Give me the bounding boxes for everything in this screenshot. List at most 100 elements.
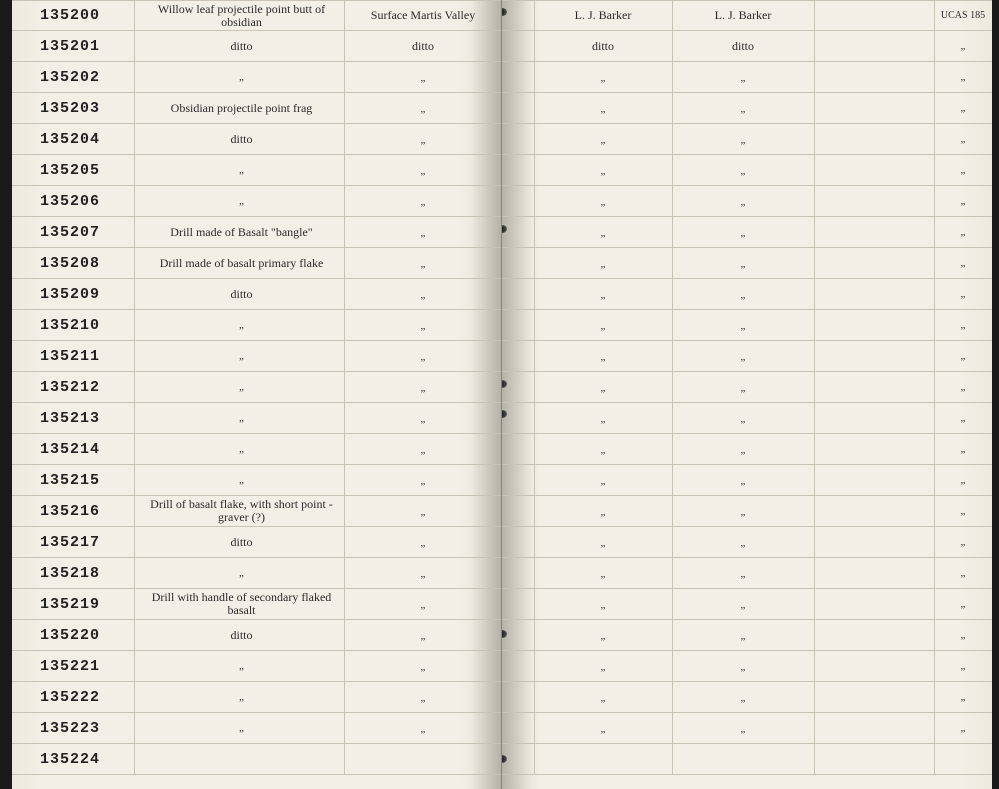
- donor-name: „: [676, 535, 810, 550]
- ditto-mark: „: [741, 289, 746, 301]
- ditto-mark: „: [741, 444, 746, 456]
- item-location: „: [348, 690, 498, 705]
- column-separator: [672, 62, 673, 92]
- column-separator: [814, 93, 815, 123]
- ditto-mark: „: [961, 133, 966, 145]
- catalog-number: 135217: [40, 534, 130, 551]
- reference-code: „: [938, 444, 988, 455]
- ledger-row: 135205„„: [12, 155, 501, 186]
- ditto-mark: „: [741, 165, 746, 177]
- ditto-mark: „: [741, 320, 746, 332]
- ditto-mark: „: [741, 413, 746, 425]
- ditto-mark: „: [961, 102, 966, 114]
- column-separator: [672, 341, 673, 371]
- catalog-number: 135213: [40, 410, 130, 427]
- ledger-row: 135212„„: [12, 372, 501, 403]
- ledger-row: „„„: [502, 682, 992, 713]
- ditto-mark: „: [601, 258, 606, 270]
- catalog-number: 135210: [40, 317, 130, 334]
- column-separator: [134, 589, 135, 619]
- ledger-row: „„„: [502, 310, 992, 341]
- ditto-mark: „: [421, 444, 426, 456]
- donor-name: „: [676, 349, 810, 364]
- column-separator: [814, 1, 815, 30]
- ditto-mark: „: [601, 351, 606, 363]
- collector-name: „: [538, 628, 668, 643]
- reference-code: „: [938, 537, 988, 548]
- column-separator: [672, 682, 673, 712]
- ditto-mark: „: [741, 382, 746, 394]
- ledger-row: 135210„„: [12, 310, 501, 341]
- item-description: „: [144, 659, 339, 673]
- catalog-number: 135218: [40, 565, 130, 582]
- reference-code: „: [938, 134, 988, 145]
- item-location: „: [348, 163, 498, 178]
- column-separator: [134, 372, 135, 402]
- collector-name: „: [538, 349, 668, 364]
- ditto-mark: „: [239, 660, 244, 672]
- reference-code: „: [938, 568, 988, 579]
- item-description: ditto: [144, 288, 339, 301]
- column-separator: [534, 589, 535, 619]
- donor-name: „: [676, 101, 810, 116]
- reference-code: „: [938, 320, 988, 331]
- ditto-mark: „: [961, 536, 966, 548]
- ledger-row: 135222„„: [12, 682, 501, 713]
- column-separator: [344, 217, 345, 247]
- column-separator: [814, 31, 815, 61]
- column-separator: [344, 372, 345, 402]
- ledger-row: „„„: [502, 186, 992, 217]
- reference-code: „: [938, 382, 988, 393]
- ledger-row: 135206„„: [12, 186, 501, 217]
- column-separator: [344, 713, 345, 743]
- ditto-mark: „: [239, 443, 244, 455]
- column-separator: [534, 31, 535, 61]
- column-separator: [344, 682, 345, 712]
- ditto-mark: „: [741, 351, 746, 363]
- column-separator: [134, 62, 135, 92]
- item-location: „: [348, 287, 498, 302]
- ditto-mark: „: [239, 474, 244, 486]
- column-separator: [344, 62, 345, 92]
- column-separator: [344, 155, 345, 185]
- ledger-row: „„„: [502, 558, 992, 589]
- ditto-mark: „: [961, 71, 966, 83]
- collector-name: „: [538, 504, 668, 519]
- column-separator: [934, 279, 935, 309]
- donor-name: „: [676, 566, 810, 581]
- column-separator: [134, 217, 135, 247]
- donor-name: „: [676, 628, 810, 643]
- column-separator: [814, 465, 815, 495]
- collector-name: „: [538, 721, 668, 736]
- item-location: „: [348, 504, 498, 519]
- ditto-mark: „: [961, 598, 966, 610]
- ditto-mark: „: [421, 227, 426, 239]
- ditto-mark: „: [741, 661, 746, 673]
- column-separator: [534, 93, 535, 123]
- catalog-number: 135220: [40, 627, 130, 644]
- ledger-row: L. J. BarkerL. J. BarkerUCAS 185: [502, 0, 992, 31]
- column-separator: [534, 651, 535, 681]
- column-separator: [134, 31, 135, 61]
- item-location: „: [348, 535, 498, 550]
- ditto-mark: „: [741, 134, 746, 146]
- item-description: ditto: [144, 40, 339, 53]
- ledger-row: „„„: [502, 279, 992, 310]
- ditto-mark: „: [239, 381, 244, 393]
- ditto-mark: „: [421, 196, 426, 208]
- ditto-mark: „: [421, 723, 426, 735]
- collector-name: „: [538, 194, 668, 209]
- reference-code: UCAS 185: [938, 11, 988, 21]
- ditto-mark: „: [421, 258, 426, 270]
- column-separator: [672, 496, 673, 526]
- column-separator: [344, 527, 345, 557]
- column-separator: [534, 682, 535, 712]
- ditto-mark: „: [421, 72, 426, 84]
- ledger-row: „„„: [502, 651, 992, 682]
- reference-code: „: [938, 103, 988, 114]
- column-separator: [934, 31, 935, 61]
- ditto-mark: „: [961, 691, 966, 703]
- ditto-mark: „: [601, 506, 606, 518]
- column-separator: [934, 186, 935, 216]
- catalog-number: 135223: [40, 720, 130, 737]
